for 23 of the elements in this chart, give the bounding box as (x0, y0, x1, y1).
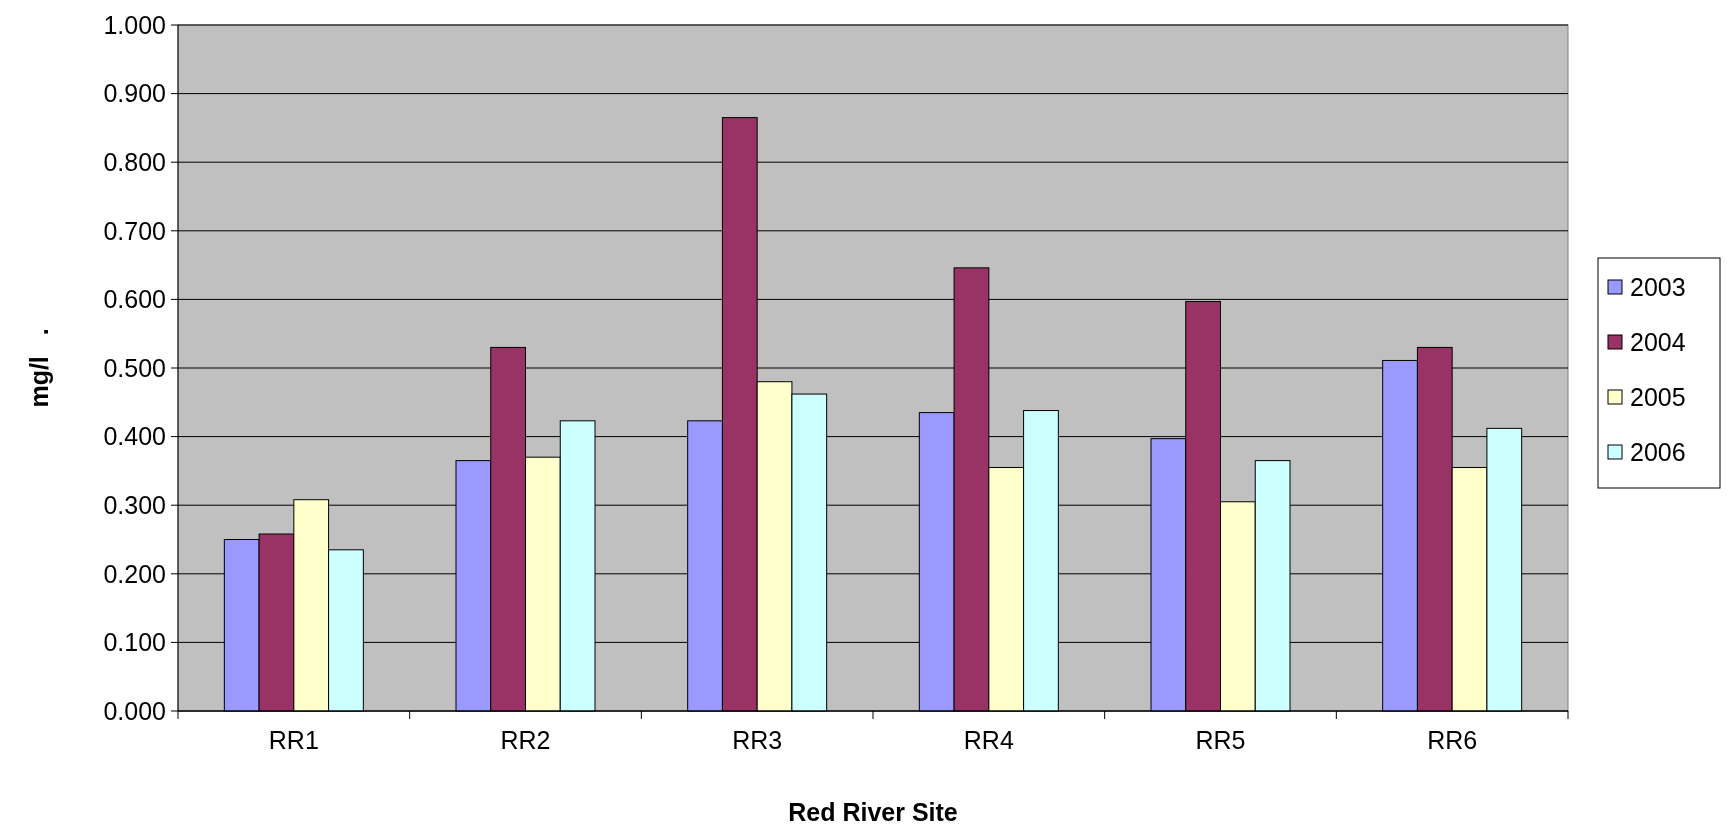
x-tick-label: RR1 (268, 726, 319, 754)
y-axis-title: mg/l . (25, 328, 53, 408)
y-tick-label: 0.500 (103, 353, 166, 382)
x-tick-label: RR4 (963, 726, 1014, 754)
y-tick-label: 0.700 (103, 216, 166, 245)
legend-label: 2005 (1630, 382, 1686, 411)
x-tick-label: RR3 (732, 726, 783, 754)
legend-label: 2006 (1630, 437, 1686, 466)
y-tick-label: 0.100 (103, 628, 166, 657)
y-tick-label: 0.800 (103, 147, 166, 176)
x-tick-label: RR6 (1427, 726, 1478, 754)
y-tick-label: 1.000 (103, 10, 166, 39)
y-tick-label: 0.600 (103, 285, 166, 314)
y-tick-label: 0.000 (103, 696, 166, 725)
x-axis-title: Red River Site (788, 798, 958, 826)
y-tick-label: 0.300 (103, 490, 166, 519)
legend-label: 2003 (1630, 272, 1686, 301)
y-tick-label: 0.900 (103, 79, 166, 108)
y-tick-label: 0.400 (103, 422, 166, 451)
y-tick-label: 0.200 (103, 559, 166, 588)
x-tick-label: RR2 (500, 726, 551, 754)
legend-label: 2004 (1630, 327, 1686, 356)
x-tick-label: RR5 (1195, 726, 1246, 754)
